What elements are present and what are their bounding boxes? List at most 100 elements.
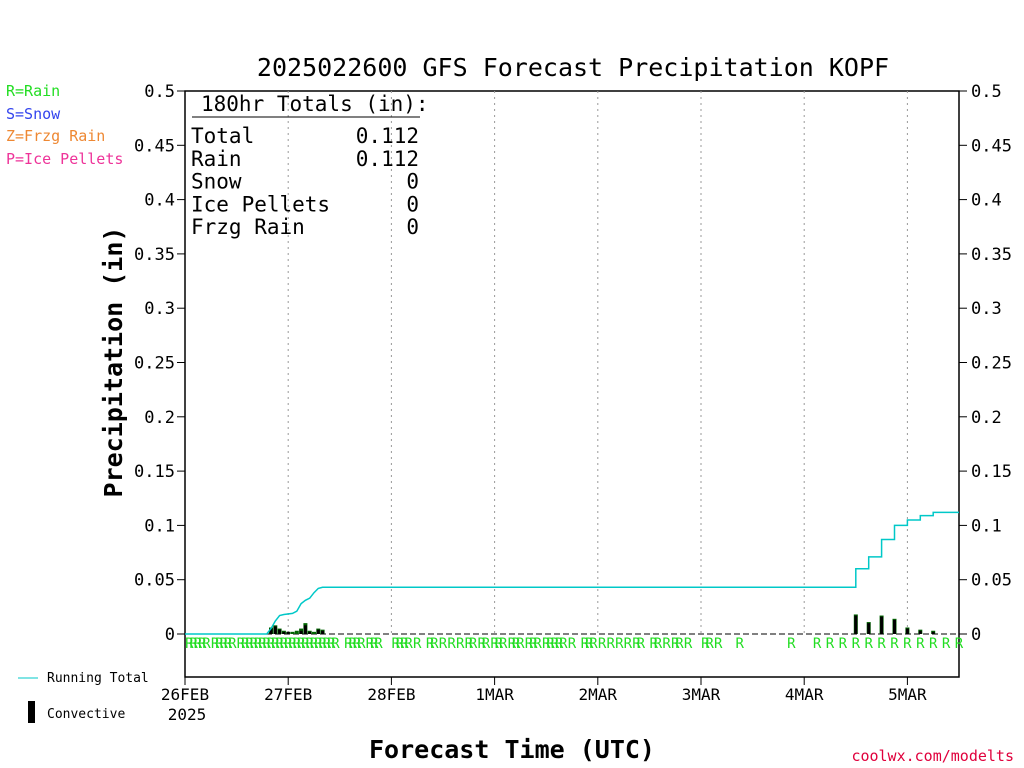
totals-value: 0.112: [356, 147, 419, 171]
rain-marker: R: [374, 636, 383, 652]
rain-marker: R: [890, 636, 899, 652]
rain-marker: R: [568, 636, 577, 652]
rain-marker: R: [701, 636, 710, 652]
rain-marker: R: [353, 636, 362, 652]
rain-marker: R: [632, 636, 641, 652]
rain-marker: R: [284, 636, 293, 652]
convective-bar: [918, 630, 922, 634]
rain-marker: R: [916, 636, 925, 652]
y-tick-label-right: 0.1: [971, 516, 1002, 536]
rain-marker: R: [275, 636, 284, 652]
rain-marker: R: [662, 636, 671, 652]
y-tick-label-left: 0.35: [134, 245, 175, 265]
convective-bar: [931, 631, 935, 634]
rain-marker: R: [469, 636, 478, 652]
totals-label: Ice Pellets: [191, 192, 330, 216]
rain-marker: R: [288, 636, 297, 652]
rain-marker: R: [624, 636, 633, 652]
convective-bar: [282, 631, 286, 634]
y-tick-label-left: 0.5: [144, 82, 175, 102]
rain-marker: R: [331, 636, 340, 652]
rain-marker: R: [839, 636, 848, 652]
convective-label: Convective: [47, 707, 125, 722]
day-gridlines: [287, 91, 908, 634]
rain-marker: R: [189, 636, 198, 652]
rain-marker: R: [271, 636, 280, 652]
precip-bars: [269, 614, 936, 634]
convective-bar: [278, 629, 282, 634]
rain-marker: R: [581, 636, 590, 652]
rain-marker: R: [516, 636, 525, 652]
rain-marker: R: [684, 636, 693, 652]
totals-value: 0.112: [356, 124, 419, 148]
chart-title: 2025022600 GFS Forecast Precipitation KO…: [257, 53, 889, 82]
rain-marker: R: [185, 636, 194, 652]
rain-marker: R: [589, 636, 598, 652]
rain-marker: R: [456, 636, 465, 652]
rain-marker: R: [735, 636, 744, 652]
rain-marker: R: [348, 636, 357, 652]
rain-marker: R: [529, 636, 538, 652]
rain-marker: R: [508, 636, 517, 652]
rain-marker: R: [305, 636, 314, 652]
rain-marker: R: [864, 636, 873, 652]
x-tick-label: 26FEB: [161, 685, 209, 704]
rain-marker: R: [198, 636, 207, 652]
rain-marker: R: [546, 636, 555, 652]
x-tick-label: 27FEB: [264, 685, 312, 704]
rain-marker: R: [404, 636, 413, 652]
rain-marker: R: [615, 636, 624, 652]
convective-bar: [273, 626, 277, 634]
rain-marker: R: [559, 636, 568, 652]
rain-marker: R: [714, 636, 723, 652]
rain-marker: R: [705, 636, 714, 652]
y-tick-label-left: 0.15: [134, 462, 175, 482]
y-axis-left: 0 0.05 0.1 0.15 0.2 0.25 0.3 0.35 0.4 0.45 0.5: [134, 82, 185, 645]
rain-marker: R: [877, 636, 886, 652]
credit-text: coolwx.com/modelts: [851, 747, 1014, 765]
x-tick-label: 1MAR: [475, 685, 514, 704]
y-tick-label-left: 0.05: [134, 571, 175, 591]
rain-marker: R: [314, 636, 323, 652]
rain-marker: R: [787, 636, 796, 652]
rain-marker: R: [224, 636, 233, 652]
rain-marker: R: [310, 636, 319, 652]
rain-marker: R: [211, 636, 220, 652]
rain-marker: R: [447, 636, 456, 652]
y-tick-label-right: 0.2: [971, 408, 1002, 428]
x-tick-label: 2MAR: [579, 685, 618, 704]
convective-bar: [893, 619, 896, 634]
rain-marker: R: [391, 636, 400, 652]
rain-marker: R: [826, 636, 835, 652]
x-tick-label: 28FEB: [367, 685, 415, 704]
rain-marker: R: [606, 636, 615, 652]
rain-marker: R: [585, 636, 594, 652]
rain-marker: R: [267, 636, 276, 652]
rain-marker: R: [370, 636, 379, 652]
convective-bar: [867, 623, 871, 634]
rain-marker: R: [323, 636, 332, 652]
rain-marker: R: [194, 636, 203, 652]
rain-marker: R: [357, 636, 366, 652]
totals-header: 180hr Totals (in):: [201, 92, 429, 116]
y-tick-label-left: 0.45: [134, 136, 175, 156]
rain-marker: R: [555, 636, 564, 652]
rain-marker: R: [813, 636, 822, 652]
y-tick-label-right: 0: [971, 625, 981, 645]
rain-marker: R: [250, 636, 259, 652]
rain-marker: R: [675, 636, 684, 652]
rain-marker: R: [942, 636, 951, 652]
y-tick-label-right: 0.05: [971, 571, 1012, 591]
rain-marker: R: [366, 636, 375, 652]
rain-marker: R: [430, 636, 439, 652]
convective-bar: [308, 631, 312, 634]
y-tick-label-right: 0.25: [971, 354, 1012, 374]
rain-marker: R: [344, 636, 353, 652]
x-tick-label: 4MAR: [785, 685, 824, 704]
rain-marker: R: [396, 636, 405, 652]
rain-marker: R: [228, 636, 237, 652]
total-precip-bar: [312, 631, 316, 634]
plot-frame: [184, 90, 960, 678]
rain-marker: R: [598, 636, 607, 652]
